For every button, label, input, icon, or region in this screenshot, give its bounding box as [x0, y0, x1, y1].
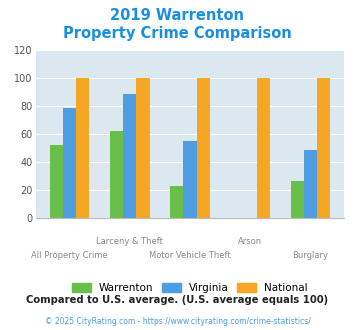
Text: 2019 Warrenton: 2019 Warrenton	[110, 8, 245, 23]
Bar	[317, 78, 330, 218]
Text: Property Crime Comparison: Property Crime Comparison	[63, 26, 292, 41]
Bar	[170, 185, 183, 218]
Bar	[257, 78, 270, 218]
Text: Compared to U.S. average. (U.S. average equals 100): Compared to U.S. average. (U.S. average …	[26, 295, 329, 305]
Bar	[183, 141, 197, 218]
Bar	[136, 78, 149, 218]
Bar	[197, 78, 210, 218]
Bar	[110, 131, 123, 218]
Text: Arson: Arson	[238, 237, 262, 246]
Text: Burglary: Burglary	[293, 251, 328, 260]
Bar	[304, 150, 317, 218]
Bar	[63, 108, 76, 218]
Bar	[290, 182, 304, 218]
Text: Motor Vehicle Theft: Motor Vehicle Theft	[149, 251, 231, 260]
Text: Larceny & Theft: Larceny & Theft	[96, 237, 163, 246]
Bar	[123, 94, 136, 218]
Text: All Property Crime: All Property Crime	[31, 251, 108, 260]
Text: © 2025 CityRating.com - https://www.cityrating.com/crime-statistics/: © 2025 CityRating.com - https://www.city…	[45, 317, 310, 326]
Legend: Warrenton, Virginia, National: Warrenton, Virginia, National	[72, 283, 308, 293]
Bar	[76, 78, 89, 218]
Bar	[50, 145, 63, 218]
